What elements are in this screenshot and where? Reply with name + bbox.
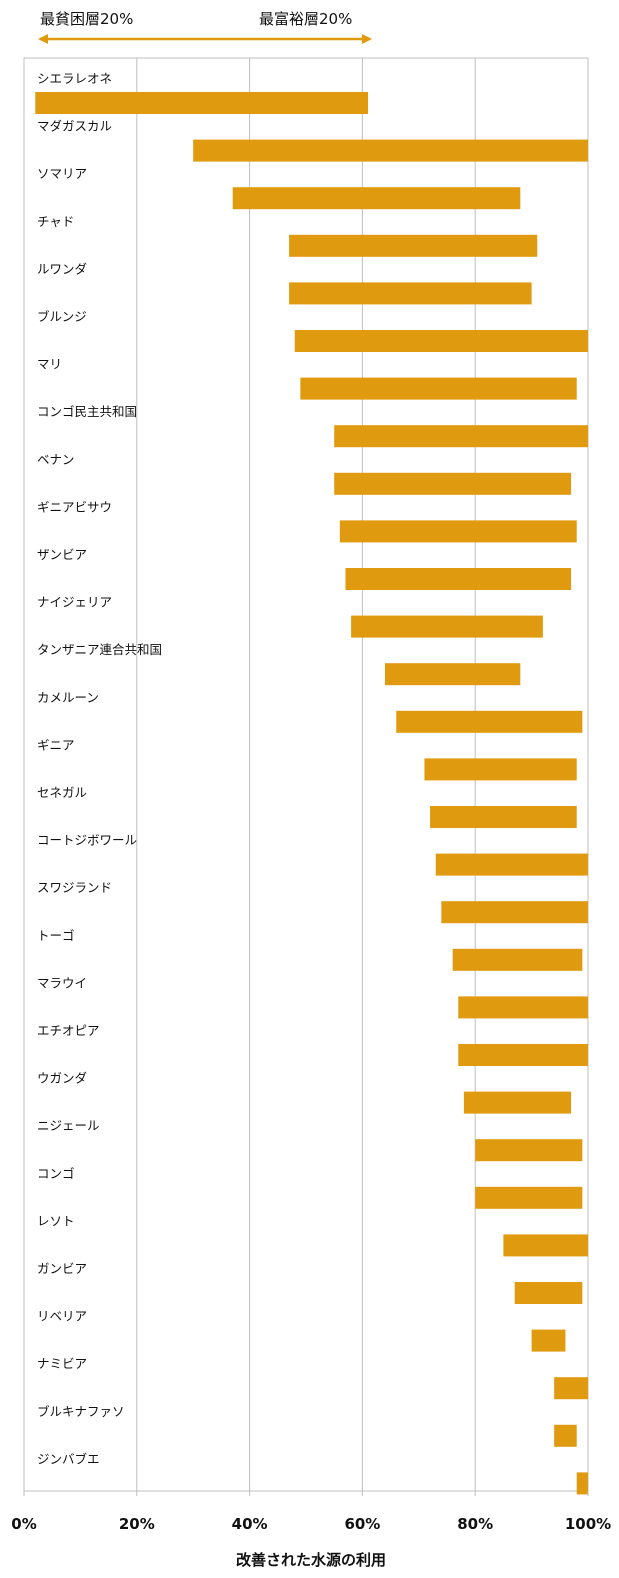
category-label: コートジボワール [37,833,137,848]
bar [430,806,577,828]
bar [396,710,583,733]
bar [384,663,521,686]
category-label: マラウイ [37,975,87,990]
legend: 最貧困層20% 最富裕層20% [38,10,372,44]
bar [576,1472,588,1495]
bar [35,92,369,114]
category-label: ルワンダ [37,261,87,276]
bar [503,1234,588,1257]
x-axis-ticks: 0% 20% 40% 60% 80% 100% [11,1491,611,1533]
category-labels: シエラレオネマダガスカルソマリアチャドルワンダブルンジマリコンゴ民主共和国ベナン… [37,71,162,1466]
x-tick-label: 60% [344,1515,380,1533]
bar [441,901,588,924]
legend-poorest-label: 最貧困層20% [40,10,133,28]
bar [300,377,577,400]
bar [475,1139,583,1162]
bar [289,234,538,257]
category-label: ベナン [37,452,75,467]
bar [232,187,521,210]
category-label: マダガスカル [37,119,112,134]
x-tick-label: 40% [232,1515,268,1533]
category-label: タンザニア連合共和国 [37,642,162,657]
bar [554,1424,577,1447]
category-label: コンゴ [37,1166,75,1181]
bar [458,1044,588,1066]
category-label: エチオピア [37,1023,100,1038]
bar [334,425,588,448]
bar [193,139,588,162]
x-tick-label: 100% [565,1515,611,1533]
category-label: ナミビア [37,1356,87,1371]
legend-richest-label: 最富裕層20% [259,10,352,28]
bar [339,520,577,543]
bar [289,282,532,305]
category-label: ソマリア [37,166,87,181]
category-label: トーゴ [37,928,75,943]
category-label: チャド [37,214,74,229]
category-label: コンゴ民主共和国 [37,404,137,419]
category-label: マリ [37,357,62,372]
category-label: ザンビア [37,547,87,562]
bar [463,1091,572,1114]
category-label: ガンビア [37,1261,87,1276]
x-tick-label: 20% [119,1515,155,1533]
bar [435,853,588,876]
bar [334,472,572,495]
bar [351,615,543,638]
x-tick-label: 80% [457,1515,493,1533]
bar [531,1329,566,1352]
category-label: ブルンジ [37,309,87,324]
bar [514,1282,583,1304]
category-label: ブルキナファソ [37,1404,125,1419]
plot-frame [23,57,589,1492]
category-label: ギニアビサウ [37,499,112,514]
x-tick-label: 0% [11,1515,36,1533]
category-label: ギニア [37,737,75,752]
bar [452,948,583,971]
category-label: ジンバブエ [37,1451,100,1466]
category-label: ニジェール [37,1118,100,1133]
category-label: ウガンダ [37,1071,87,1086]
bar [294,330,588,352]
bars [35,92,588,1495]
bar [475,1186,583,1209]
category-label: シエラレオネ [37,71,112,86]
bar [458,996,588,1019]
bar [554,1377,588,1400]
bar [424,758,577,781]
category-label: ナイジェリア [37,595,112,610]
category-label: カメルーン [37,690,99,705]
category-label: スワジランド [37,880,112,895]
x-axis-title: 改善された水源の利用 [236,1551,386,1569]
category-label: レソト [37,1213,75,1228]
bar [345,568,572,590]
category-label: セネガル [37,785,87,800]
category-label: リベリア [37,1309,87,1324]
